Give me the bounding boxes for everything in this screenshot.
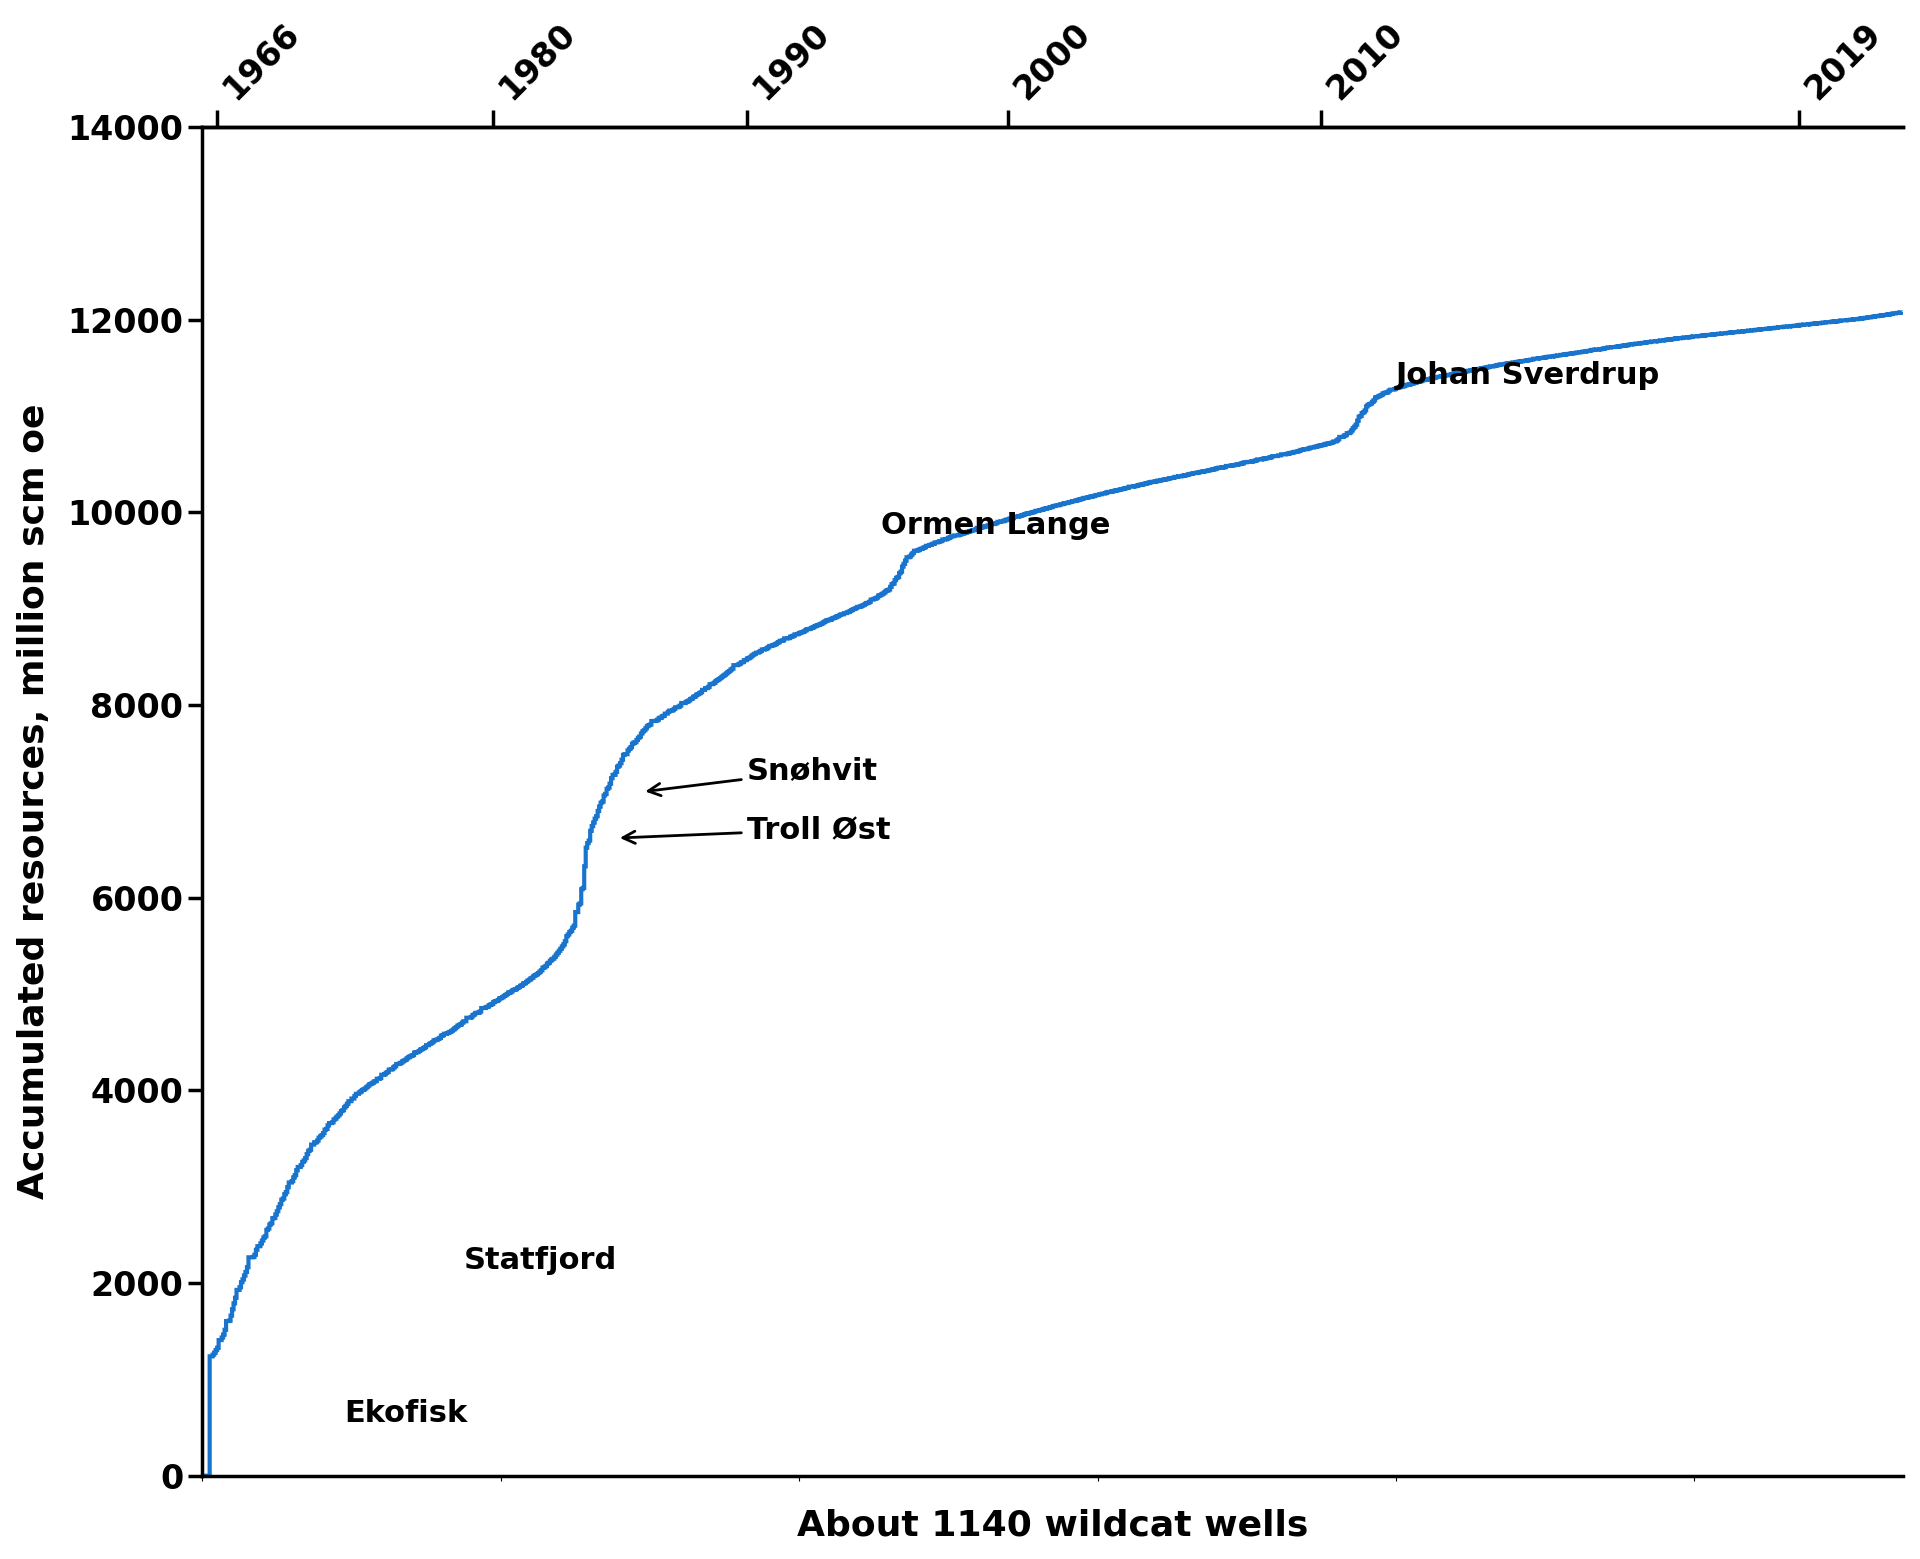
Text: Troll Øst: Troll Øst [622, 815, 891, 843]
X-axis label: About 1140 wildcat wells: About 1140 wildcat wells [797, 1509, 1308, 1542]
Text: Johan Sverdrup: Johan Sverdrup [1396, 362, 1661, 390]
Text: Ekofisk: Ekofisk [344, 1398, 467, 1428]
Y-axis label: Accumulated resources, million scm oe: Accumulated resources, million scm oe [17, 404, 50, 1199]
Text: Snøhvit: Snøhvit [649, 756, 877, 795]
Text: Statfjord: Statfjord [463, 1246, 616, 1275]
Text: Ormen Lange: Ormen Lange [881, 511, 1110, 539]
